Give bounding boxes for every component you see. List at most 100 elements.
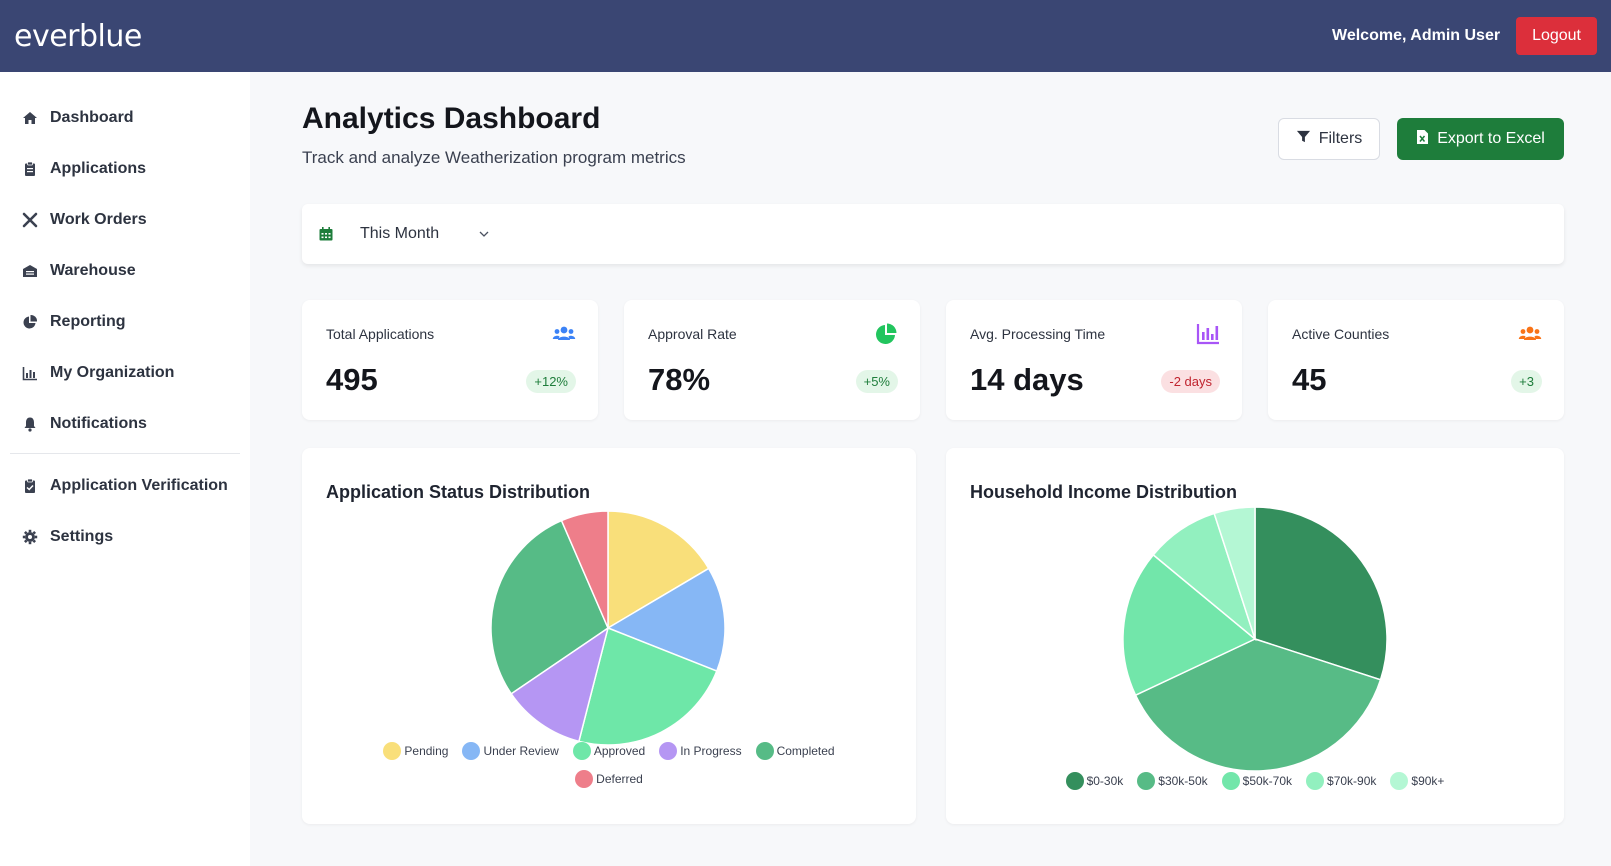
sidebar-divider xyxy=(10,453,240,454)
kpi-change-badge: -2 days xyxy=(1161,370,1220,393)
sidebar-item-label: Notifications xyxy=(50,414,147,432)
kpi-value: 495 xyxy=(326,362,378,397)
brand-logo[interactable]: everblue xyxy=(14,18,142,54)
main-content: Analytics Dashboard Track and analyze We… xyxy=(250,72,1611,866)
export-label: Export to Excel xyxy=(1437,130,1545,147)
sidebar-item-dashboard[interactable]: Dashboard xyxy=(0,92,250,143)
date-range-bar: This Month xyxy=(302,204,1564,264)
sidebar-item-my-organization[interactable]: My Organization xyxy=(0,347,250,398)
chart-bar-icon xyxy=(22,365,38,381)
warehouse-icon xyxy=(22,263,38,279)
legend-label: Pending xyxy=(404,744,449,758)
status-chart-legend: Pending Under Review Approved In Progress Co… xyxy=(362,742,856,788)
legend-label: $70k-90k xyxy=(1327,774,1377,788)
sidebar-item-work-orders[interactable]: Work Orders xyxy=(0,194,250,245)
chart-bar-icon xyxy=(1196,322,1220,346)
sidebar-item-label: Work Orders xyxy=(50,210,147,228)
legend-swatch xyxy=(572,742,591,760)
chart-title: Application Status Distribution xyxy=(326,482,590,502)
legend-item-0-30k[interactable]: $0-30k xyxy=(1065,772,1123,790)
legend-item-completed[interactable]: Completed xyxy=(755,742,835,760)
date-range-select[interactable]: This Month xyxy=(360,225,489,243)
legend-label: Under Review xyxy=(483,744,559,758)
sidebar-item-applications[interactable]: Applications xyxy=(0,143,250,194)
pie-slice-50k-70k[interactable] xyxy=(1122,553,1257,697)
legend-item-90k[interactable]: $90k+ xyxy=(1390,772,1444,790)
chevron-down-icon xyxy=(479,225,489,243)
welcome-text: Welcome, Admin User xyxy=(1332,27,1501,44)
kpi-label: Active Counties xyxy=(1292,326,1390,342)
users-icon xyxy=(552,322,576,346)
gear-icon xyxy=(22,529,38,545)
page-title: Analytics Dashboard xyxy=(302,102,601,135)
legend-swatch xyxy=(1221,772,1240,790)
sidebar-item-label: Warehouse xyxy=(50,261,136,279)
pie-slice-30k-50k[interactable] xyxy=(1134,638,1382,772)
sidebar-item-application-verification[interactable]: Application Verification xyxy=(0,460,250,511)
bell-icon xyxy=(22,416,38,432)
legend-label: Deferred xyxy=(596,772,643,786)
legend-swatch xyxy=(1137,772,1156,790)
pie-slice-0-30k[interactable] xyxy=(1254,506,1388,681)
pie-slice-under-review[interactable] xyxy=(606,567,726,673)
legend-item-pending[interactable]: Pending xyxy=(383,742,448,760)
clipboard-check-icon xyxy=(22,478,38,494)
legend-item-30k-50k[interactable]: $30k-50k xyxy=(1137,772,1208,790)
pie-slice-pending[interactable] xyxy=(607,510,710,630)
kpi-value: 14 days xyxy=(970,362,1084,397)
kpi-card-active-counties: Active Counties 45 +3 xyxy=(1268,300,1564,420)
kpi-label: Approval Rate xyxy=(648,326,737,342)
sidebar-item-reporting[interactable]: Reporting xyxy=(0,296,250,347)
clipboard-icon xyxy=(22,161,38,177)
filters-button[interactable]: Filters xyxy=(1278,118,1380,160)
kpi-change-badge: +12% xyxy=(526,370,576,393)
status-pie-chart xyxy=(490,510,726,746)
home-icon xyxy=(22,110,38,126)
logout-button[interactable]: Logout xyxy=(1516,17,1597,55)
kpi-change-badge: +5% xyxy=(855,370,898,393)
top-bar: everblue Welcome, Admin User Logout xyxy=(0,0,1611,72)
sidebar-item-notifications[interactable]: Notifications xyxy=(0,398,250,449)
legend-swatch xyxy=(1390,772,1409,790)
legend-item-in-progress[interactable]: In Progress xyxy=(659,742,742,760)
filters-label: Filters xyxy=(1318,130,1363,147)
legend-label: Approved xyxy=(593,744,646,758)
pie-slice-in-progress[interactable] xyxy=(510,626,610,743)
pie-slice-90k[interactable] xyxy=(1213,506,1256,640)
kpi-label: Avg. Processing Time xyxy=(970,326,1106,342)
kpi-value: 78% xyxy=(648,362,711,397)
pie-slice-deferred[interactable] xyxy=(560,510,609,629)
legend-item-under-review[interactable]: Under Review xyxy=(462,742,559,760)
kpi-label: Total Applications xyxy=(326,326,435,342)
sidebar-item-settings[interactable]: Settings xyxy=(0,511,250,562)
sidebar: Dashboard Applications Work Orders Wareh… xyxy=(0,72,250,866)
legend-item-70k-90k[interactable]: $70k-90k xyxy=(1306,772,1376,790)
sidebar-item-label: My Organization xyxy=(50,363,175,381)
income-distribution-panel: Household Income Distribution $0-30k $30k… xyxy=(946,448,1564,824)
pie-slice-completed[interactable] xyxy=(490,519,609,695)
excel-file-icon xyxy=(1416,129,1429,150)
sidebar-item-label: Dashboard xyxy=(50,108,134,126)
date-range-value: This Month xyxy=(360,225,440,242)
users-icon xyxy=(1518,322,1542,346)
legend-label: In Progress xyxy=(680,744,742,758)
legend-item-approved[interactable]: Approved xyxy=(572,742,646,760)
sidebar-item-warehouse[interactable]: Warehouse xyxy=(0,245,250,296)
sidebar-item-label: Applications xyxy=(50,159,147,177)
legend-label: $50k-70k xyxy=(1242,774,1293,788)
legend-item-50k-70k[interactable]: $50k-70k xyxy=(1221,772,1293,790)
pie-slice-approved[interactable] xyxy=(577,626,718,746)
chart-pie-icon xyxy=(22,314,38,330)
kpi-change-badge: +3 xyxy=(1511,370,1542,393)
legend-label: $90k+ xyxy=(1411,774,1445,788)
legend-swatch xyxy=(575,770,594,788)
kpi-card-processing-time: Avg. Processing Time 14 days -2 days xyxy=(946,300,1242,420)
sidebar-item-label: Application Verification xyxy=(50,476,228,494)
legend-swatch xyxy=(1306,772,1325,790)
legend-item-deferred[interactable]: Deferred xyxy=(575,770,643,788)
export-excel-button[interactable]: Export to Excel xyxy=(1397,118,1564,160)
legend-swatch xyxy=(755,742,774,760)
sidebar-item-label: Reporting xyxy=(50,312,126,330)
income-pie-chart xyxy=(1122,506,1388,772)
kpi-card-total-applications: Total Applications 495 +12% xyxy=(302,300,598,420)
